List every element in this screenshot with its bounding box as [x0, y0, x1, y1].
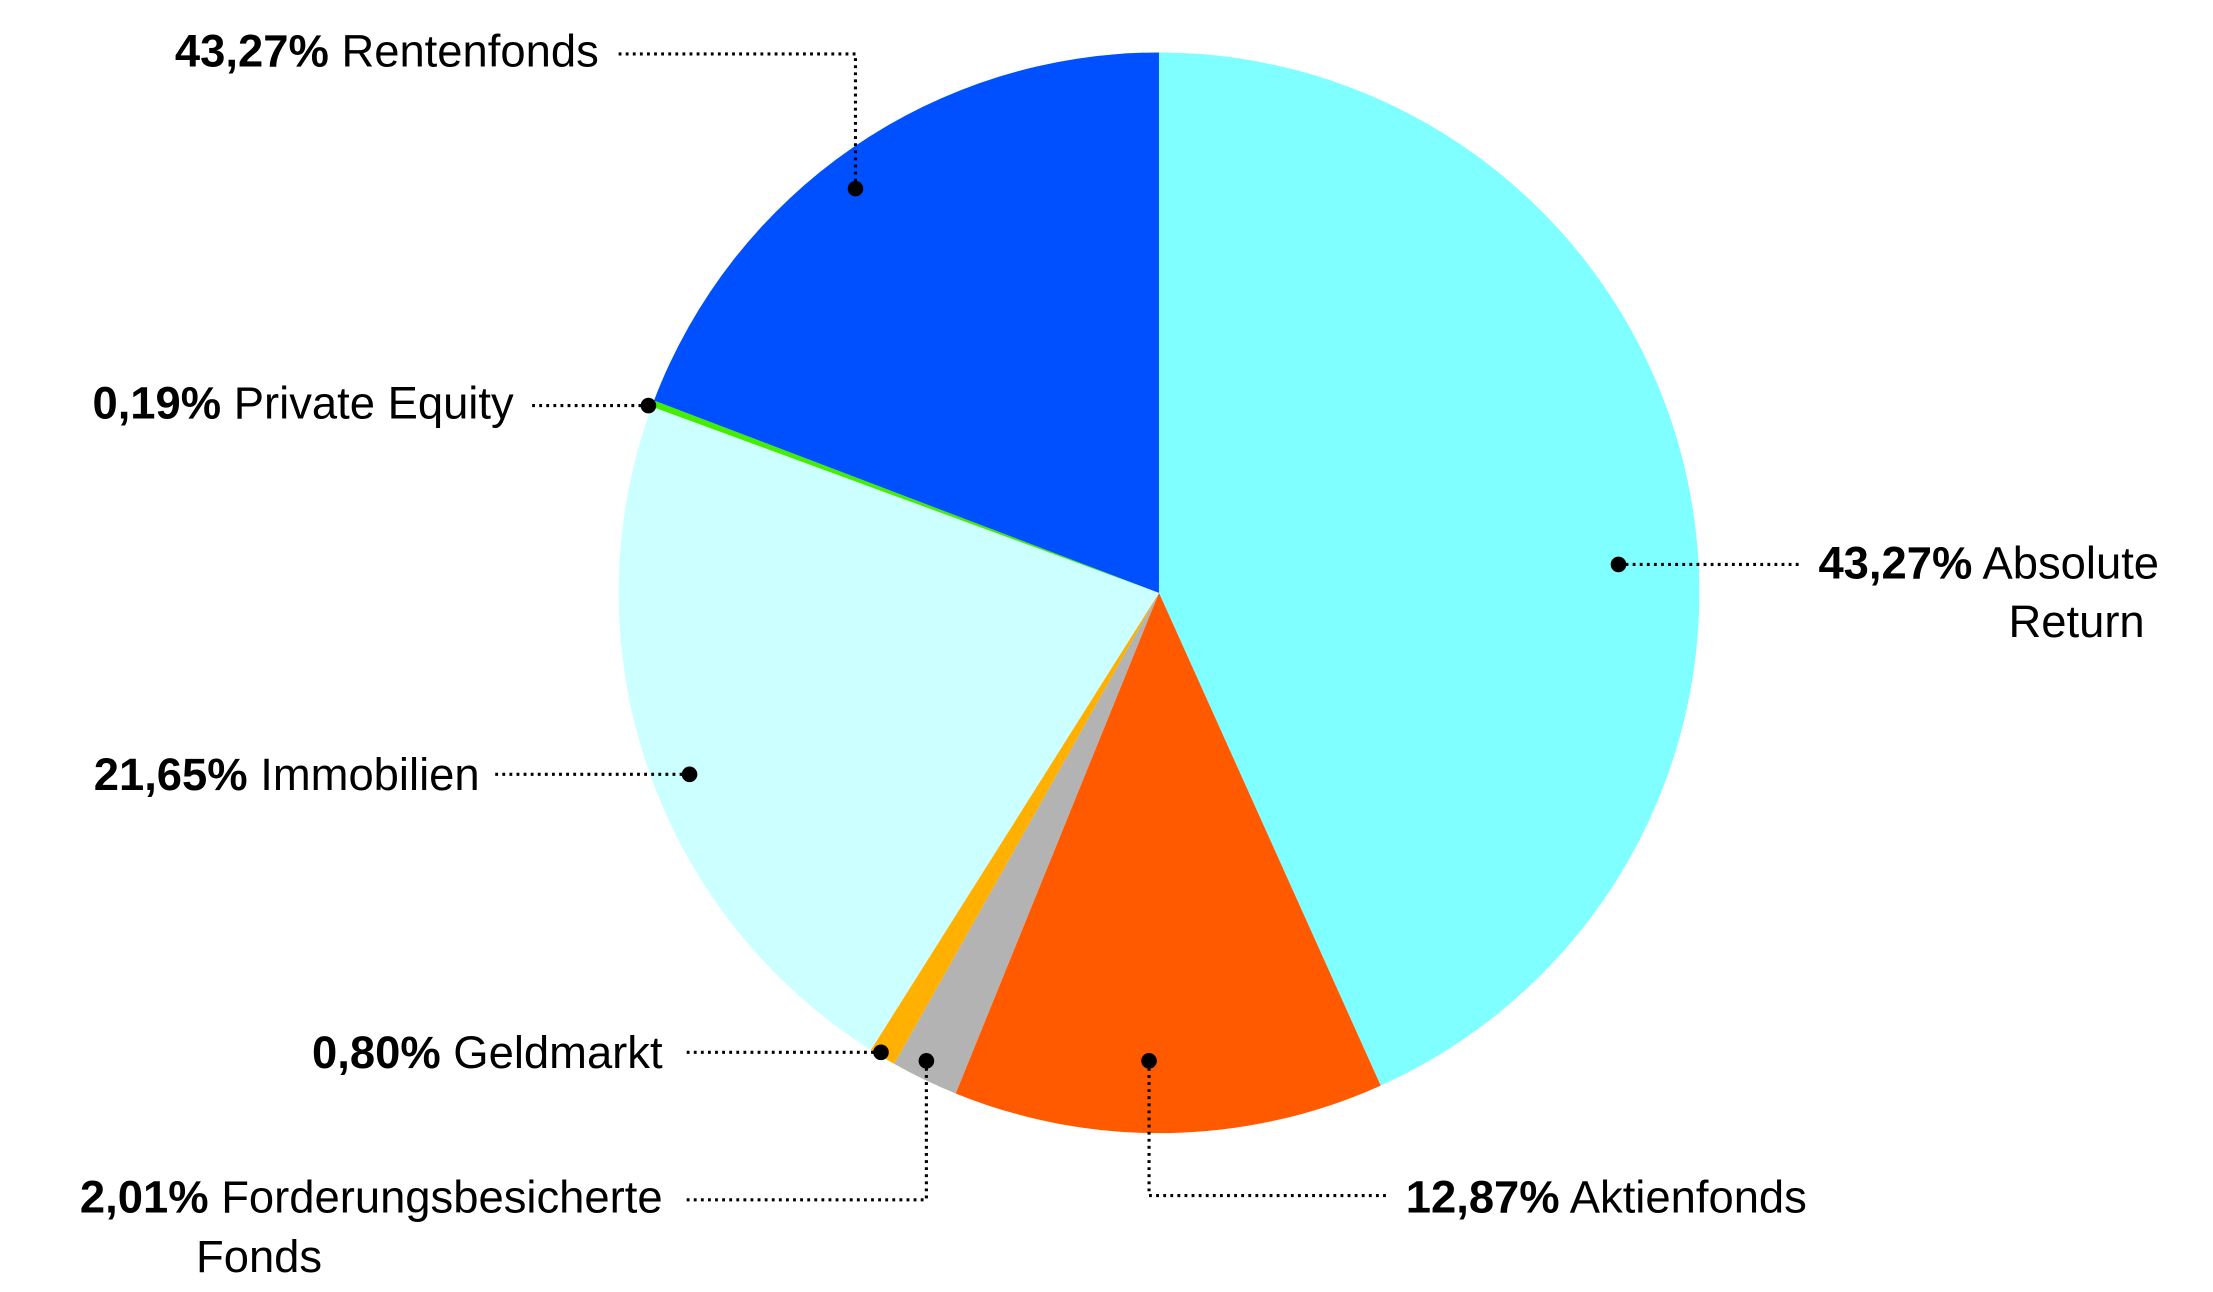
label-percent: 21,65%: [94, 749, 248, 800]
label-percent: 43,27%: [175, 26, 329, 77]
slice-forderungsbesicherte-fonds: [894, 592, 1159, 1094]
data-label-private-equity: 0,19% Private Equity: [92, 377, 514, 428]
slice-private-equity: [651, 400, 1159, 593]
data-label-forderungsbesicherte-fonds: 2,01% Forderungsbesicherte: [80, 1172, 663, 1223]
leader-dot-private-equity: [640, 397, 657, 414]
data-label-aktienfonds: 12,87% Aktienfonds: [1406, 1172, 1807, 1223]
slice-rentenfonds: [653, 52, 1159, 593]
label-name: Aktienfonds: [1560, 1172, 1807, 1223]
leader-line-rentenfonds: [614, 52, 858, 189]
leader-lines: [493, 52, 1802, 1202]
leader-dot-absolute-return: [1610, 556, 1627, 573]
label-percent: 12,87%: [1406, 1172, 1560, 1223]
leader-line-forderungsbesicherte-fonds: [685, 1060, 928, 1202]
slice-geldmarkt: [870, 592, 1159, 1064]
data-label-immobilien: 21,65% Immobilien: [94, 749, 480, 800]
leader-dot-immobilien: [681, 766, 698, 783]
leader-dot-geldmarkt: [873, 1044, 889, 1061]
leader-dot-forderungsbesicherte-fonds: [918, 1053, 935, 1069]
data-label-forderungsbesicherte-fonds-line2: Fonds: [196, 1231, 322, 1282]
label-percent: 43,27%: [1818, 538, 1972, 589]
data-label-rentenfonds: 43,27% Rentenfonds: [175, 26, 599, 77]
label-percent: 2,01%: [80, 1172, 209, 1223]
leader-line-aktienfonds: [1147, 1060, 1388, 1198]
pie-slices: [618, 52, 1700, 1134]
label-name: Geldmarkt: [441, 1027, 663, 1078]
data-label-geldmarkt: 0,80% Geldmarkt: [312, 1027, 663, 1078]
data-label-absolute-return-line2: Return: [2008, 596, 2144, 647]
label-name: Rentenfonds: [329, 26, 599, 77]
slice-immobilien: [618, 406, 1159, 1050]
leader-dot-aktienfonds: [1141, 1053, 1157, 1069]
label-percent: 0,80%: [312, 1027, 441, 1078]
data-label-absolute-return: 43,27% Absolute: [1818, 538, 2159, 589]
label-name: Private Equity: [221, 377, 514, 428]
label-name: Immobilien: [248, 749, 480, 800]
label-name: Absolute: [1972, 538, 2159, 589]
label-percent: 0,19%: [92, 377, 221, 428]
slice-aktienfonds: [955, 592, 1381, 1134]
slice-labels: 43,27% Absolute Return 12,87% Aktienfonds 2…: [80, 26, 2159, 1282]
label-name: Forderungsbesicherte: [209, 1172, 663, 1223]
leader-dot-rentenfonds: [847, 180, 864, 197]
slice-absolute-return: [1158, 52, 1700, 1086]
